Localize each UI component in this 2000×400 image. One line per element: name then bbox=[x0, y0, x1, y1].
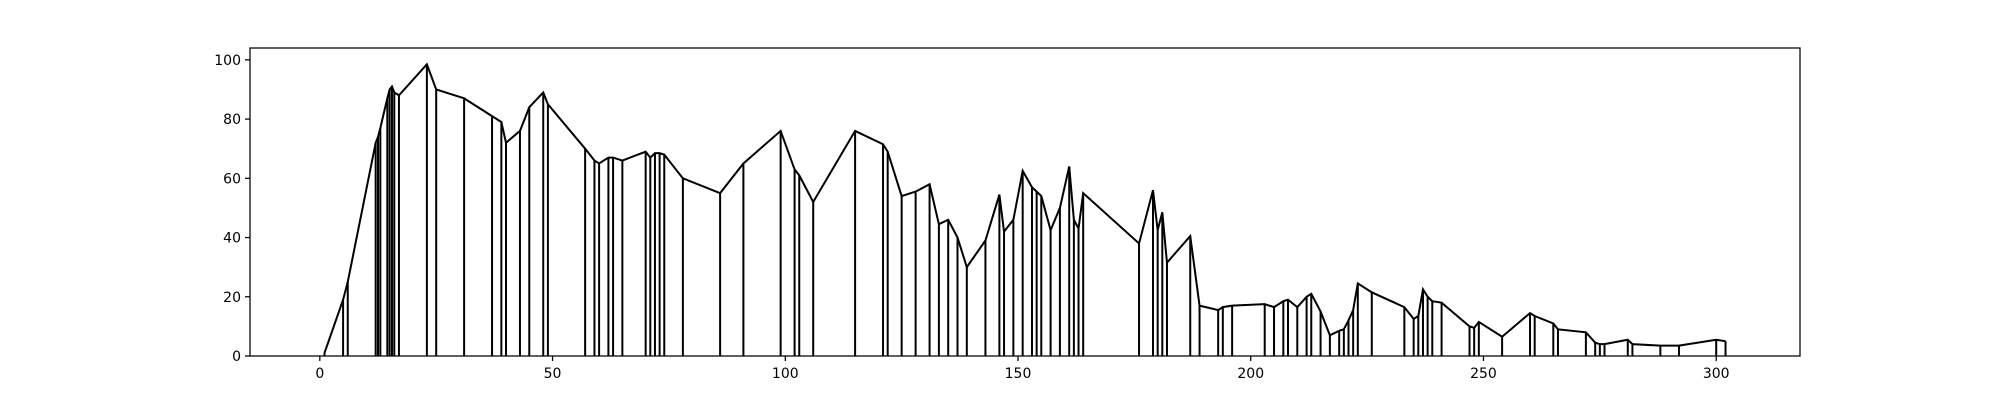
y-tick-label: 20 bbox=[223, 290, 241, 306]
axes-frame bbox=[249, 47, 1801, 357]
y-tick-label: 80 bbox=[223, 112, 241, 128]
y-tick-label: 40 bbox=[223, 231, 241, 247]
y-tick-label: 0 bbox=[232, 349, 241, 365]
x-tick-label: 150 bbox=[1005, 366, 1032, 382]
x-tick-label: 200 bbox=[1237, 366, 1264, 382]
x-tick-label: 250 bbox=[1470, 366, 1497, 382]
axes: 0 50 100 150 200 250 300 0 20 40 60 80 100 bbox=[214, 47, 1801, 382]
x-tick-label: 300 bbox=[1703, 366, 1730, 382]
plot-area bbox=[323, 62, 1727, 356]
x-tick-label: 50 bbox=[544, 366, 562, 382]
series-line bbox=[323, 62, 1726, 354]
y-tick-label: 60 bbox=[223, 171, 241, 187]
x-tick-label: 0 bbox=[315, 366, 324, 382]
y-tick-label: 100 bbox=[214, 53, 241, 69]
x-tick-label: 100 bbox=[772, 366, 799, 382]
